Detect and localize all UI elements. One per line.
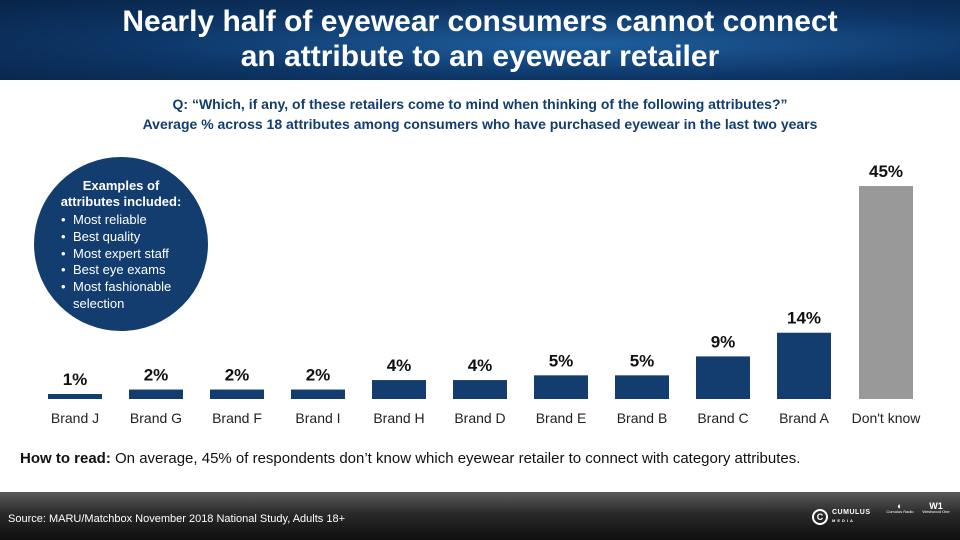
data-label: 14% (787, 309, 821, 328)
callout-item: Best quality (59, 229, 183, 246)
data-label: 45% (869, 162, 903, 181)
category-label: Brand E (536, 410, 587, 426)
bar-don-t-know (859, 186, 913, 399)
question-line-1: Q: “Which, if any, of these retailers co… (172, 96, 788, 112)
category-label: Brand C (697, 410, 748, 426)
attributes-callout: Examples of attributes included: Most re… (34, 157, 208, 331)
bar-brand-a (777, 332, 831, 399)
bar-brand-j (48, 394, 102, 399)
how-to-read-label: How to read: (20, 450, 111, 467)
bar-brand-c (696, 356, 750, 399)
callout-item: Best eye exams (59, 262, 183, 279)
category-label: Brand B (617, 410, 668, 426)
callout-item: Most fashionable selection (59, 279, 183, 313)
data-label: 2% (144, 366, 169, 385)
callout-list: Most reliable Best quality Most expert s… (59, 212, 183, 313)
bar-brand-b (615, 375, 669, 399)
westwood-logo-text: Westwood One (922, 509, 950, 514)
category-label: Brand F (212, 410, 262, 426)
category-label: Brand H (373, 410, 424, 426)
callout-heading: Examples of attributes included: (34, 178, 208, 210)
footer-bar: Source: MARU/Matchbox November 2018 Nati… (0, 492, 960, 540)
title-line-2: an attribute to an eyewear retailer (240, 40, 720, 73)
radio-logo-icon: ◐ (897, 501, 903, 511)
bar-brand-i (291, 389, 345, 399)
page-title: Nearly half of eyewear consumers cannot … (0, 4, 960, 74)
cumulus-c-icon: C (812, 509, 828, 525)
category-label: Don't know (852, 410, 922, 426)
data-label: 4% (468, 356, 493, 375)
cumulus-logo-subtext: MEDIA (832, 518, 855, 523)
callout-heading-line-2: attributes included: (60, 194, 182, 209)
bar-brand-h (372, 380, 426, 399)
data-label: 2% (306, 366, 331, 385)
callout-item: Most reliable (59, 212, 183, 229)
callout-heading-line-1: Examples of (82, 178, 160, 193)
category-label: Brand I (295, 410, 340, 426)
bar-brand-e (534, 375, 588, 399)
callout-item: Most expert staff (59, 246, 183, 263)
title-banner: Nearly half of eyewear consumers cannot … (0, 0, 960, 80)
how-to-read-text: On average, 45% of respondents don’t kno… (110, 450, 801, 467)
data-label: 9% (711, 332, 736, 351)
westwood-one-logo: W1 Westwood One (922, 501, 950, 530)
data-label: 5% (549, 351, 574, 370)
westwood-logo-icon: W1 (929, 501, 943, 511)
radio-logo-text: Cumulus Radio (886, 509, 914, 514)
category-label: Brand J (51, 410, 99, 426)
cumulus-logo-text: CUMULUS (832, 509, 871, 516)
bar-brand-g (129, 389, 183, 399)
how-to-read: How to read: On average, 45% of responde… (20, 450, 950, 467)
data-label: 5% (630, 351, 655, 370)
category-label: Brand D (454, 410, 505, 426)
category-label: Brand G (130, 410, 182, 426)
category-label: Brand A (779, 410, 829, 426)
cumulus-logo: C CUMULUS MEDIA (812, 504, 871, 530)
question-line-2: Average % across 18 attributes among con… (142, 116, 818, 132)
source-note: Source: MARU/Matchbox November 2018 Nati… (8, 513, 345, 525)
data-label: 4% (387, 356, 412, 375)
data-label: 1% (63, 370, 88, 389)
question-text: Q: “Which, if any, of these retailers co… (0, 94, 960, 134)
bar-brand-f (210, 389, 264, 399)
title-line-1: Nearly half of eyewear consumers cannot … (122, 5, 838, 38)
data-label: 2% (225, 366, 250, 385)
bar-brand-d (453, 380, 507, 399)
cumulus-radio-logo: ◐ Cumulus Radio (886, 501, 914, 530)
